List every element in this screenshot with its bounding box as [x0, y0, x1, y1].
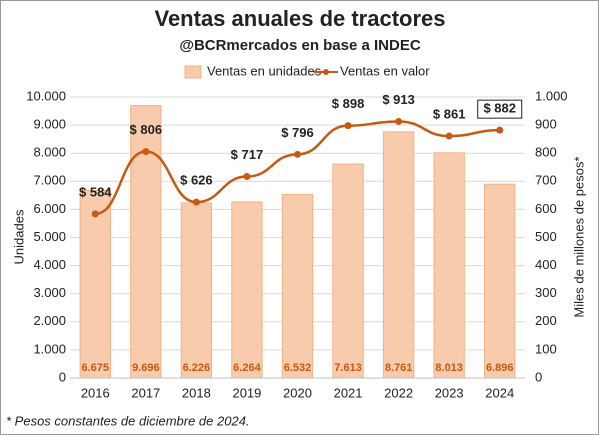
bar	[332, 163, 364, 379]
y-tick-label: 8.000	[33, 145, 66, 160]
bar	[484, 183, 516, 379]
line-value-label: $ 796	[281, 125, 314, 140]
line-point	[294, 150, 301, 158]
x-tick-label: 2022	[384, 385, 413, 400]
bar	[433, 152, 465, 379]
y-tick-label: 5.000	[33, 229, 66, 244]
y-tick-label: 9.000	[33, 117, 66, 132]
chart-title: Ventas anuales de tractores	[154, 6, 445, 31]
y2-tick-label: 800	[535, 145, 557, 160]
y2-tick-label: 700	[535, 173, 557, 188]
y-tick-label: 6.000	[33, 201, 66, 216]
bar-value-label: 8.761	[385, 362, 413, 374]
bar-value-label: 6.226	[183, 362, 211, 374]
line-point	[496, 126, 504, 134]
line-point	[344, 122, 352, 130]
bar	[281, 193, 314, 379]
bar-value-label: 6.264	[233, 362, 261, 374]
line-value-label: $ 861	[433, 106, 466, 121]
line-value-label: $ 584	[79, 184, 112, 199]
bar-value-label: 6.675	[82, 362, 110, 374]
label-box	[477, 99, 523, 119]
y2-tick-label: 400	[535, 257, 557, 272]
y2-tick-label: 200	[535, 313, 557, 328]
bar-value-label: 9.696	[132, 362, 160, 374]
y-tick-label: 10.000	[26, 88, 66, 103]
line-point	[445, 132, 453, 140]
x-tick-label: 2020	[283, 385, 312, 400]
footnote: * Pesos constantes de diciembre de 2024.	[6, 413, 250, 428]
y-tick-label: 4.000	[33, 257, 66, 272]
line-point	[243, 173, 251, 181]
bar-value-label: 7.613	[334, 362, 362, 374]
legend-label: Ventas en valor	[340, 63, 430, 78]
y-tick-label: 0	[59, 369, 66, 384]
line-value-label: $ 898	[332, 96, 365, 111]
bar-value-label: 6.532	[284, 362, 312, 374]
y2-tick-label: 0	[535, 369, 542, 384]
y2-axis-title: Miles de millones de pesos*	[571, 156, 586, 317]
y-axis-title: Unidades	[11, 209, 26, 264]
line-point	[192, 198, 200, 206]
x-tick-label: 2017	[131, 385, 160, 400]
legend-label: Ventas en unidades	[207, 63, 322, 78]
y-tick-label: 7.000	[33, 173, 66, 188]
y2-tick-label: 500	[535, 229, 557, 244]
x-tick-label: 2023	[435, 385, 464, 400]
line-value-label: $ 626	[180, 173, 213, 188]
y-tick-label: 1.000	[33, 341, 66, 356]
y2-tick-label: 300	[535, 285, 557, 300]
bar-value-label: 8.013	[435, 362, 463, 374]
line-point	[395, 117, 403, 125]
bar	[382, 131, 415, 379]
x-tick-label: 2016	[81, 385, 110, 400]
y2-tick-label: 100	[535, 341, 557, 356]
bar	[231, 201, 263, 379]
y2-tick-label: 900	[535, 117, 557, 132]
bar	[130, 105, 162, 379]
x-tick-label: 2021	[334, 385, 363, 400]
line-point	[142, 148, 150, 156]
y2-tick-label: 600	[535, 201, 557, 216]
y2-tick-label: 1.000	[535, 88, 568, 103]
line-value-label: $ 882	[483, 101, 516, 116]
y-tick-label: 2.000	[33, 313, 66, 328]
x-tick-label: 2018	[182, 385, 211, 400]
bar	[180, 202, 213, 379]
y-tick-label: 3.000	[33, 285, 66, 300]
bar-value-label: 6.896	[486, 362, 514, 374]
x-tick-label: 2024	[485, 385, 514, 400]
bar	[79, 189, 111, 379]
line-value-label: $ 913	[382, 92, 415, 107]
line-point	[91, 210, 99, 218]
line-value-label: $ 806	[130, 122, 163, 137]
legend-swatch	[323, 69, 329, 75]
legend-swatch	[184, 65, 202, 79]
line-value-label: $ 717	[231, 147, 264, 162]
x-tick-label: 2019	[232, 385, 261, 400]
chart-subtitle: @BCRmercados en base a INDEC	[179, 37, 421, 54]
line	[95, 120, 500, 216]
